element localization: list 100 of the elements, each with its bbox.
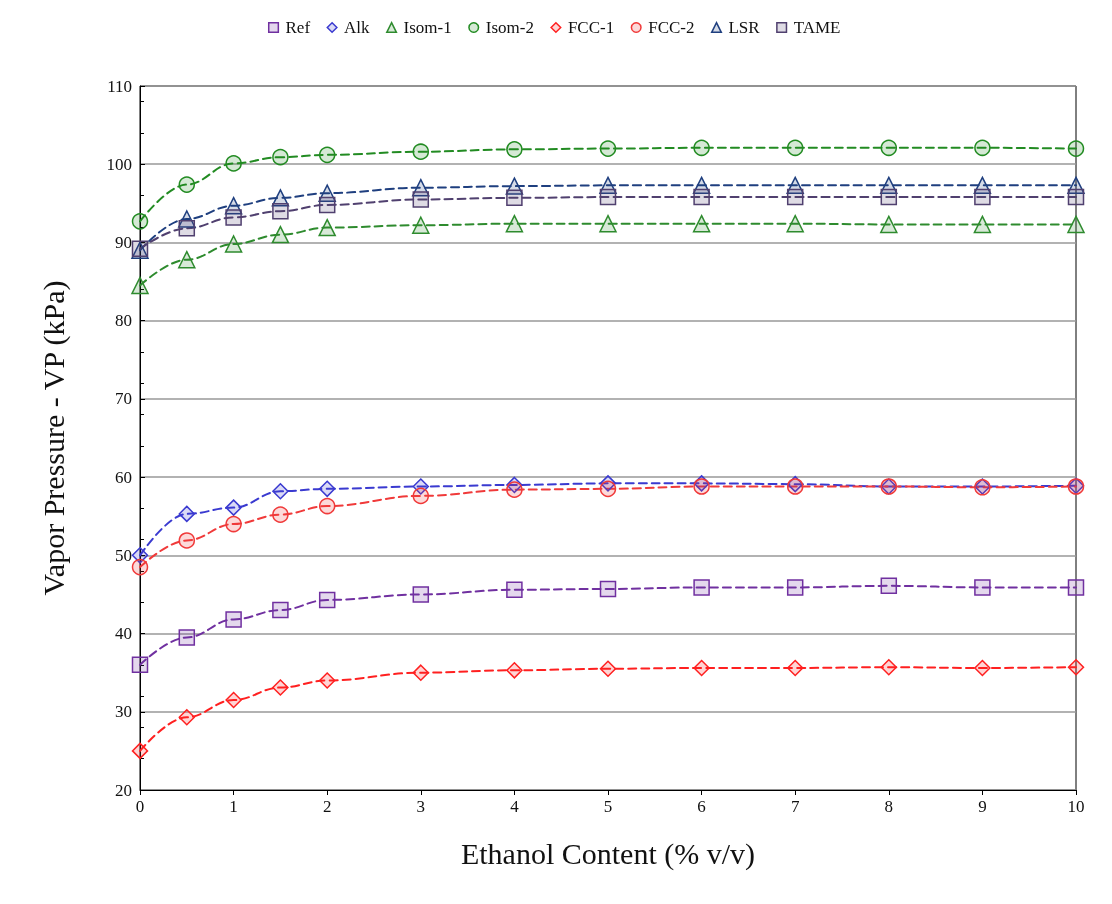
legend-label: Alk bbox=[344, 18, 371, 37]
point bbox=[225, 691, 242, 709]
y-tick-label: 90 bbox=[115, 232, 132, 252]
point bbox=[225, 499, 242, 516]
point bbox=[974, 579, 991, 596]
point bbox=[786, 214, 804, 233]
point bbox=[786, 188, 804, 206]
point bbox=[131, 213, 149, 230]
x-tick-label: 9 bbox=[978, 797, 987, 816]
x-tick-label: 7 bbox=[790, 797, 800, 816]
point bbox=[271, 225, 290, 244]
point bbox=[974, 659, 991, 677]
x-tick-label: 2 bbox=[322, 797, 332, 816]
x-tick-label: 1 bbox=[229, 797, 238, 816]
point bbox=[412, 586, 430, 603]
point bbox=[272, 601, 289, 619]
x-tick-label: 4 bbox=[510, 797, 520, 816]
point bbox=[599, 660, 617, 678]
y-tick-label: 60 bbox=[115, 467, 132, 487]
point bbox=[318, 218, 336, 237]
legend-label: FCC-1 bbox=[567, 18, 615, 37]
point bbox=[974, 139, 991, 157]
point bbox=[505, 214, 524, 233]
point bbox=[599, 214, 617, 233]
point bbox=[318, 146, 336, 164]
point bbox=[599, 188, 617, 206]
point bbox=[692, 214, 711, 233]
point bbox=[693, 139, 710, 157]
x-tick-label: 0 bbox=[135, 797, 145, 816]
point bbox=[318, 196, 336, 214]
point bbox=[225, 209, 242, 226]
point bbox=[412, 191, 430, 208]
point bbox=[412, 487, 430, 505]
point bbox=[973, 215, 992, 234]
point bbox=[880, 215, 898, 234]
point bbox=[272, 679, 289, 696]
point bbox=[880, 577, 898, 595]
point bbox=[506, 141, 523, 158]
legend-label: FCC-2 bbox=[648, 18, 695, 37]
point bbox=[506, 189, 523, 207]
point bbox=[131, 276, 149, 295]
point bbox=[786, 139, 804, 157]
point bbox=[506, 662, 523, 679]
point bbox=[880, 188, 898, 206]
point bbox=[412, 143, 430, 160]
legend-label: Isom-2 bbox=[485, 18, 534, 37]
point bbox=[1067, 579, 1085, 596]
point bbox=[272, 506, 289, 523]
point bbox=[131, 558, 149, 576]
point bbox=[599, 140, 617, 157]
point bbox=[599, 480, 617, 498]
point bbox=[131, 742, 149, 760]
y-tick-label: 40 bbox=[115, 624, 132, 644]
point bbox=[1067, 140, 1085, 157]
legend-label: LSR bbox=[728, 18, 761, 37]
point bbox=[178, 250, 196, 269]
point bbox=[178, 220, 196, 237]
x-tick-label: 3 bbox=[416, 797, 426, 816]
point bbox=[1067, 215, 1085, 234]
point bbox=[224, 235, 243, 253]
point bbox=[318, 497, 336, 515]
point bbox=[225, 515, 242, 533]
point bbox=[272, 148, 289, 166]
point bbox=[225, 155, 242, 172]
point bbox=[131, 656, 149, 674]
x-tick-label: 10 bbox=[1067, 797, 1085, 816]
x-axis-title: Ethanol Content (% v/v) bbox=[460, 836, 756, 871]
point bbox=[1067, 658, 1085, 676]
y-tick-label: 50 bbox=[115, 545, 132, 565]
point bbox=[318, 480, 336, 498]
point bbox=[412, 216, 430, 234]
y-tick-label: 20 bbox=[115, 780, 132, 800]
point bbox=[272, 202, 289, 220]
point bbox=[178, 709, 196, 726]
legend-label: Isom-1 bbox=[403, 18, 452, 37]
y-tick-label: 30 bbox=[115, 702, 132, 722]
y-tick-label: 110 bbox=[107, 76, 132, 96]
point bbox=[506, 481, 523, 498]
legend-label: Ref bbox=[285, 18, 311, 37]
point bbox=[506, 581, 523, 598]
point bbox=[318, 591, 336, 609]
point bbox=[786, 579, 804, 596]
point bbox=[178, 505, 196, 523]
point bbox=[178, 532, 196, 549]
point bbox=[974, 188, 991, 206]
point bbox=[599, 580, 617, 598]
y-axis-title: Vapor Pressure - VP (kPa) bbox=[36, 280, 71, 596]
point bbox=[880, 139, 898, 157]
y-tick-label: 100 bbox=[106, 154, 132, 174]
point bbox=[225, 611, 242, 628]
x-tick-label: 5 bbox=[603, 797, 613, 816]
point bbox=[178, 629, 196, 646]
point bbox=[693, 659, 710, 677]
point bbox=[693, 188, 710, 206]
point bbox=[693, 579, 710, 596]
legend-label: TAME bbox=[793, 18, 841, 37]
y-tick-label: 70 bbox=[115, 389, 132, 409]
point bbox=[272, 482, 289, 500]
x-tick-label: 6 bbox=[697, 797, 706, 816]
point bbox=[178, 176, 196, 193]
